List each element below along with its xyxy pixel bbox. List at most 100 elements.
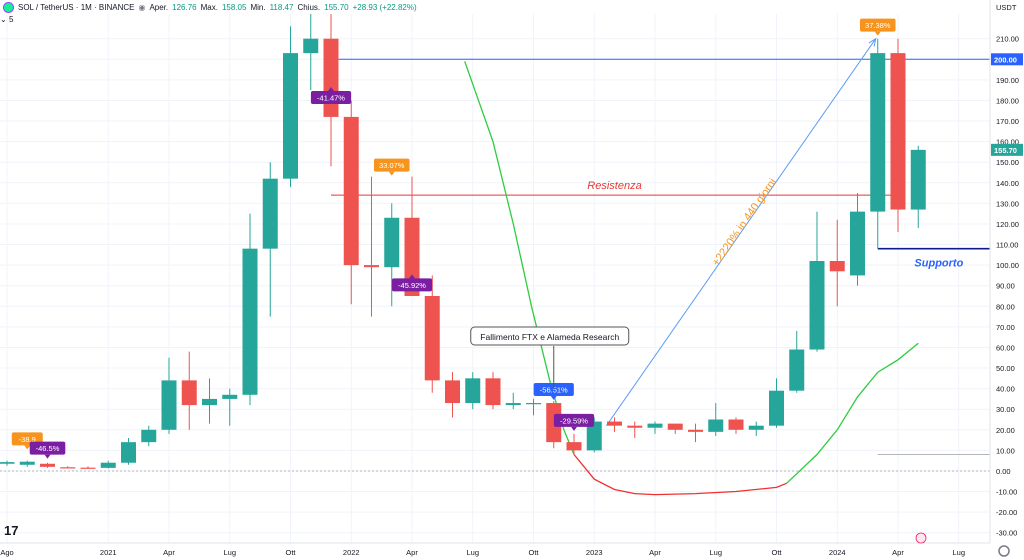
candle-body — [40, 463, 55, 467]
percent-label-tip — [571, 426, 577, 431]
x-tick-label: Apr — [406, 548, 418, 557]
x-tick-label: 2024 — [829, 548, 846, 557]
candle — [445, 372, 460, 418]
candle — [202, 378, 217, 424]
y-tick-label: 180.00 — [996, 96, 1019, 105]
candle-body — [121, 442, 136, 463]
candle — [465, 372, 481, 410]
x-tick-label: Lug — [223, 548, 236, 557]
candle — [708, 403, 724, 436]
price-axis-bg — [990, 0, 1024, 560]
x-tick-label: Lug — [709, 548, 722, 557]
candle-body — [667, 423, 683, 430]
percent-label-box — [859, 18, 896, 32]
candle-body — [910, 149, 926, 210]
y-tick-label: 170.00 — [996, 117, 1019, 126]
candle — [424, 275, 440, 393]
candle — [870, 38, 886, 249]
candle — [667, 423, 683, 434]
y-tick-label: 80.00 — [996, 302, 1015, 311]
eye-icon[interactable]: ◉ — [138, 2, 146, 12]
y-tick-label: 90.00 — [996, 282, 1015, 291]
candle-body — [283, 53, 298, 179]
candle-body — [607, 421, 622, 426]
symbol-icon — [3, 1, 14, 13]
y-tick-label: 140.00 — [996, 179, 1019, 188]
candle — [242, 213, 258, 406]
candle — [60, 466, 76, 469]
y-tick-label: 30.00 — [996, 405, 1015, 414]
candle — [850, 193, 865, 286]
candle-body — [202, 398, 217, 406]
percent-label-box — [391, 278, 433, 292]
x-tick-label: Ott — [528, 548, 539, 557]
y-tick-label: -10.00 — [996, 488, 1017, 497]
percent-label-text: -45.92% — [398, 281, 426, 290]
settings-gear-icon[interactable] — [998, 545, 1010, 557]
symbol-title[interactable]: SOL / TetherUS · 1M · BINANCE — [18, 2, 135, 12]
indicator-count: 5 — [8, 15, 14, 24]
percent-label-box — [373, 158, 410, 172]
candle-body — [546, 403, 562, 443]
indicator-toggle[interactable]: ⌄ 5 — [0, 15, 14, 24]
percent-label-text: -29.59% — [560, 416, 588, 425]
percent-label-text: -46.5% — [36, 444, 60, 453]
candle — [181, 351, 197, 430]
y-tick-label: 160.00 — [996, 138, 1019, 147]
percent-label: 33.07% — [373, 158, 410, 176]
x-tick-label: Ago — [0, 548, 13, 557]
candle — [809, 211, 825, 352]
lightning-icon[interactable] — [915, 532, 927, 544]
candle — [586, 417, 602, 453]
open-value: 126.76 — [172, 2, 197, 12]
percent-label: -29.59% — [553, 413, 595, 431]
percent-label-tip — [24, 445, 31, 450]
percent-label-tip — [388, 171, 395, 176]
y-tick-label: -30.00 — [996, 529, 1017, 538]
candle — [384, 203, 400, 307]
x-tick-label: 2021 — [100, 548, 117, 557]
support-label: Supporto — [914, 258, 963, 270]
bottom-curve — [573, 454, 787, 496]
y-tick-label: 40.00 — [996, 385, 1015, 394]
y-tick-label: 150.00 — [996, 158, 1019, 167]
candle-body — [343, 116, 359, 266]
candle — [80, 466, 96, 469]
candle-body — [262, 178, 278, 249]
x-tick-label: Apr — [649, 548, 661, 557]
candle — [688, 423, 703, 443]
candle-body — [19, 461, 35, 465]
candle-body — [789, 349, 805, 391]
candle — [100, 460, 116, 469]
candle — [728, 417, 744, 434]
tradingview-logo[interactable]: 17 — [4, 523, 19, 538]
high-label: Max. — [200, 2, 218, 12]
candle-body — [586, 421, 602, 451]
x-tick-label: Apr — [163, 548, 175, 557]
y-tick-label: 100.00 — [996, 261, 1019, 270]
candle — [343, 100, 359, 305]
trend-arrow-line — [605, 38, 877, 426]
percent-label-text: -41.47% — [317, 94, 345, 103]
price-tag-box — [991, 53, 1023, 66]
percent-label-text: -56.51% — [540, 385, 568, 394]
candle — [890, 38, 906, 233]
y-tick-label: 60.00 — [996, 343, 1015, 352]
change-value: +28.93 (+22.82%) — [352, 2, 417, 12]
percent-label: 37.38% — [859, 18, 896, 36]
candle — [485, 372, 501, 410]
y-tick-label: 120.00 — [996, 220, 1019, 229]
currency-label: USDT — [996, 3, 1017, 12]
percent-label: -41.47% — [310, 87, 352, 105]
candle — [141, 425, 157, 447]
candle-body — [708, 419, 724, 432]
candle-body — [627, 425, 643, 428]
candle-body — [303, 38, 319, 54]
candle — [283, 26, 298, 187]
y-tick-label: -20.00 — [996, 508, 1017, 517]
candle-body — [850, 211, 865, 276]
percent-label-tip — [874, 31, 881, 36]
y-tick-label: 0.00 — [996, 467, 1011, 476]
candle — [789, 330, 805, 393]
